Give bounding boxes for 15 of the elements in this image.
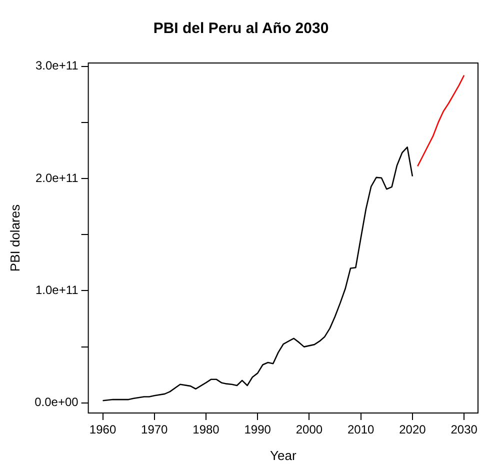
y-tick-label: 3.0e+11 — [35, 58, 79, 73]
x-tick-label: 1960 — [89, 422, 116, 437]
y-axis-title: PBI dolares — [7, 204, 22, 272]
y-tick-label: 1.0e+11 — [35, 283, 79, 298]
x-tick-label: 2030 — [450, 422, 478, 437]
x-tick-label: 2010 — [347, 422, 375, 437]
x-tick-label: 1980 — [192, 422, 220, 437]
x-tick-label: 1970 — [141, 422, 168, 437]
y-tick-label: 2.0e+11 — [35, 170, 79, 185]
x-tick-label: 2020 — [399, 422, 426, 437]
x-tick-label: 2000 — [296, 422, 323, 437]
x-tick-label: 1990 — [244, 422, 272, 437]
y-tick-label: 0.0e+00 — [34, 395, 79, 410]
x-axis-title: Year — [270, 448, 297, 463]
chart-title: PBI del Peru al Año 2030 — [153, 20, 329, 38]
